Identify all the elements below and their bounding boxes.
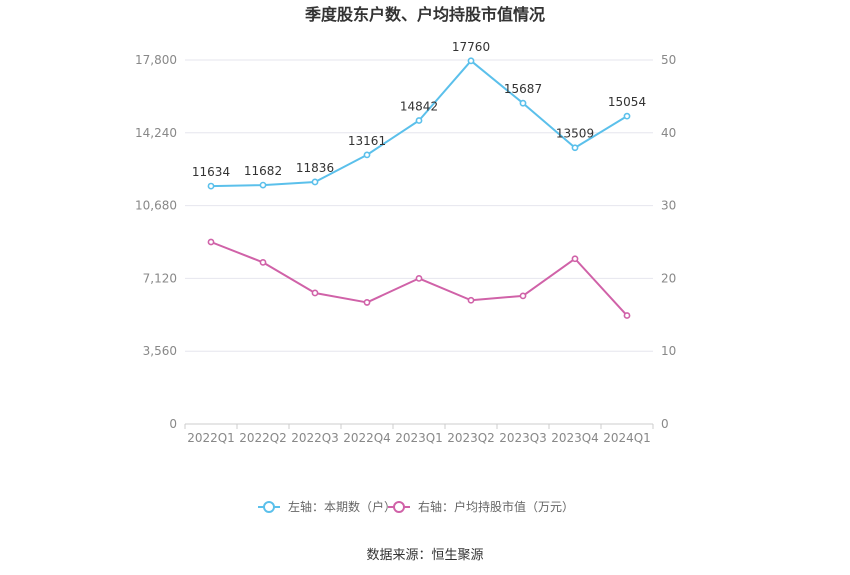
left-tick-label: 7,120 <box>143 271 177 285</box>
data-point <box>519 292 527 300</box>
right-tick-label: 30 <box>661 199 676 213</box>
data-label: 15054 <box>608 95 646 109</box>
legend-label: 右轴：户均持股市值（万元） <box>418 499 574 514</box>
data-point <box>259 181 267 189</box>
data-point <box>415 274 423 282</box>
data-point <box>207 182 215 190</box>
left-tick-label: 3,560 <box>143 344 177 358</box>
data-label: 11836 <box>296 161 334 175</box>
right-axis: 0 10 20 30 40 50 <box>661 53 676 431</box>
data-point <box>467 296 475 304</box>
data-point <box>571 255 579 263</box>
left-axis: 0 3,560 7,120 10,680 14,240 17,800 <box>135 53 177 431</box>
data-label: 15687 <box>504 82 542 96</box>
left-tick-label: 14,240 <box>135 126 177 140</box>
x-tick-label: 2024Q1 <box>603 431 651 445</box>
data-point <box>311 178 319 186</box>
left-tick-label: 0 <box>169 417 177 431</box>
legend-marker <box>393 501 405 513</box>
legend-item-1[interactable]: 左轴：本期数（户） <box>258 499 396 514</box>
chart-title: 季度股东户数、户均持股市值情况 <box>304 5 545 24</box>
legend[interactable]: 左轴：本期数（户） 右轴：户均持股市值（万元） <box>258 499 574 514</box>
x-tick-label: 2022Q4 <box>343 431 391 445</box>
data-point <box>363 151 371 159</box>
x-tick-label: 2023Q4 <box>551 431 599 445</box>
x-axis: 2022Q1 2022Q2 2022Q3 2022Q4 2023Q1 2023Q2 2023… <box>184 424 654 445</box>
data-point <box>623 312 631 319</box>
right-tick-label: 20 <box>661 271 676 285</box>
left-tick-label: 17,800 <box>135 53 177 67</box>
data-point <box>207 238 215 246</box>
x-tick-label: 2023Q3 <box>499 431 547 445</box>
data-point <box>415 117 423 124</box>
x-tick-label: 2023Q2 <box>447 431 495 445</box>
x-tick-label: 2023Q1 <box>395 431 443 445</box>
left-tick-label: 10,680 <box>135 199 177 213</box>
data-point <box>571 144 579 152</box>
legend-marker <box>263 501 275 513</box>
x-tick-label: 2022Q2 <box>239 431 287 445</box>
series-layer: 11634 11682 11836 13161 14842 17760 15687 13509… <box>192 40 646 319</box>
right-tick-label: 0 <box>661 417 669 431</box>
right-tick-label: 50 <box>661 53 676 67</box>
data-label: 13509 <box>556 127 594 141</box>
data-label: 11682 <box>244 164 282 178</box>
data-point <box>623 112 631 120</box>
data-point <box>467 57 475 65</box>
x-tick-label: 2022Q1 <box>187 431 235 445</box>
data-point <box>363 299 371 306</box>
source-note: 数据来源：恒生聚源 <box>366 548 483 563</box>
legend-item-2[interactable]: 右轴：户均持股市值（万元） <box>388 499 574 514</box>
gridlines <box>185 59 653 425</box>
right-tick-label: 40 <box>661 126 676 140</box>
data-label: 17760 <box>452 40 490 54</box>
legend-label: 左轴：本期数（户） <box>288 499 396 514</box>
x-tick-label: 2022Q3 <box>291 431 339 445</box>
data-label: 13161 <box>348 134 386 148</box>
right-tick-label: 10 <box>661 344 676 358</box>
data-point <box>259 258 267 266</box>
data-label: 14842 <box>400 99 438 113</box>
data-point <box>311 289 319 297</box>
data-label: 11634 <box>192 165 230 179</box>
data-point <box>519 99 527 107</box>
